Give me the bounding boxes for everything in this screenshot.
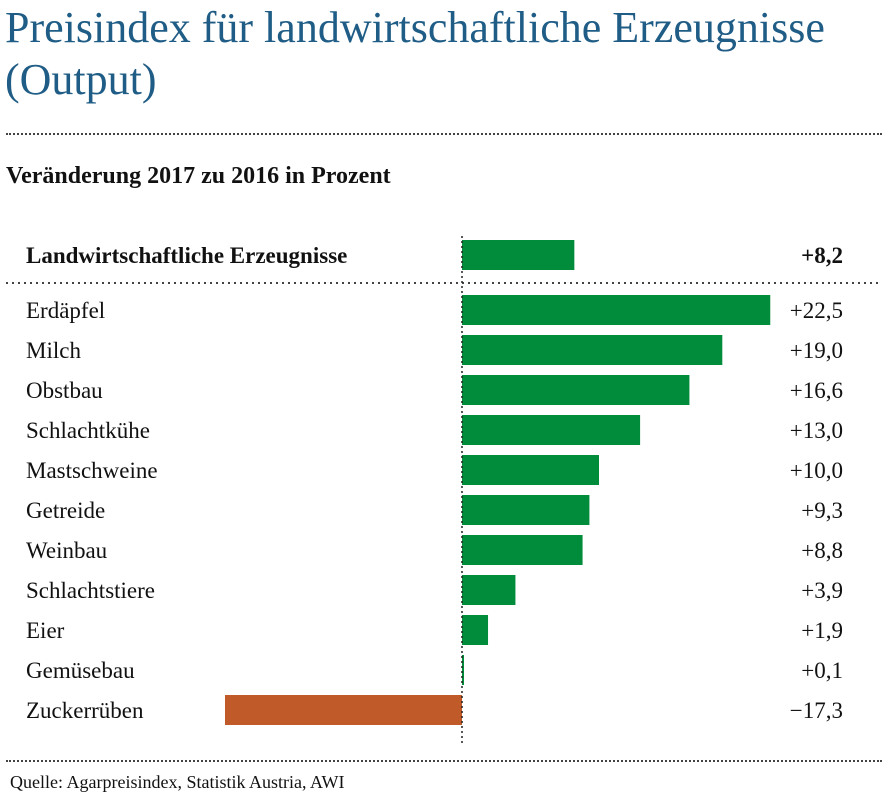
footer-divider bbox=[6, 760, 882, 762]
category-label-3: Schlachtkühe bbox=[26, 418, 150, 443]
value-label-5: +9,3 bbox=[801, 498, 843, 523]
category-label-1: Milch bbox=[26, 338, 81, 363]
title-divider bbox=[6, 133, 882, 135]
bar-1 bbox=[462, 335, 723, 365]
bar-6 bbox=[462, 535, 583, 565]
bar-4 bbox=[462, 455, 599, 485]
value-label-2: +16,6 bbox=[790, 378, 843, 403]
category-label-7: Schlachtstiere bbox=[26, 578, 155, 603]
value-label-9: +0,1 bbox=[801, 658, 843, 683]
category-label-9: Gemüsebau bbox=[26, 658, 135, 683]
value-labels-group: +8,2 +22,5 +19,0 +16,6 +13,0 +10,0 +9,3 +8,8 +3,… bbox=[790, 243, 843, 723]
chart-subtitle: Veränderung 2017 zu 2016 in Prozent bbox=[6, 163, 391, 189]
category-label-total: Landwirtschaftliche Erzeugnisse bbox=[26, 243, 347, 268]
category-label-5: Getreide bbox=[26, 498, 105, 523]
value-label-6: +8,8 bbox=[801, 538, 843, 563]
category-label-8: Eier bbox=[26, 618, 65, 643]
chart-title: Preisindex für landwirtschaftliche Erzeu… bbox=[5, 3, 825, 104]
category-label-6: Weinbau bbox=[26, 538, 108, 563]
category-label-0: Erdäpfel bbox=[26, 298, 105, 323]
bar-7 bbox=[462, 575, 516, 605]
bar-10 bbox=[224, 695, 462, 725]
category-labels-group: Landwirtschaftliche Erzeugnisse Erdäpfel M… bbox=[26, 243, 347, 723]
bar-2 bbox=[462, 375, 690, 405]
source-note: Quelle: Agarpreisindex, Statistik Austri… bbox=[10, 772, 345, 792]
value-label-7: +3,9 bbox=[801, 578, 843, 603]
category-label-10: Zuckerrüben bbox=[26, 698, 144, 723]
bars-group bbox=[224, 240, 771, 725]
value-label-8: +1,9 bbox=[801, 618, 843, 643]
bar-5 bbox=[462, 495, 590, 525]
bar-8 bbox=[462, 615, 489, 645]
value-label-4: +10,0 bbox=[790, 458, 843, 483]
category-label-4: Mastschweine bbox=[26, 458, 158, 483]
value-label-10: −17,3 bbox=[790, 698, 843, 723]
category-label-2: Obstbau bbox=[26, 378, 103, 403]
bar-9 bbox=[462, 655, 464, 685]
value-label-1: +19,0 bbox=[790, 338, 843, 363]
value-label-3: +13,0 bbox=[790, 418, 843, 443]
bar-0 bbox=[462, 295, 771, 325]
bar-3 bbox=[462, 415, 641, 445]
value-label-0: +22,5 bbox=[790, 298, 843, 323]
bar-total bbox=[462, 240, 575, 270]
value-label-total: +8,2 bbox=[801, 243, 843, 268]
